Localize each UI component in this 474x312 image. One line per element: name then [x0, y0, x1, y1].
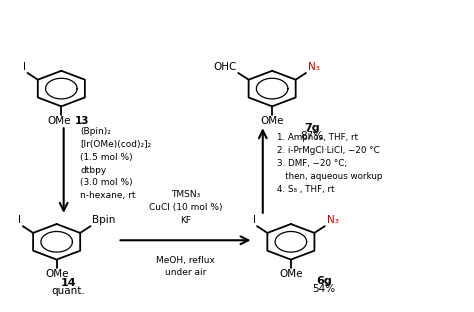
Text: 54%: 54% — [312, 284, 335, 294]
Text: OHC: OHC — [213, 62, 237, 72]
Text: 6g: 6g — [316, 276, 331, 286]
Text: OMe: OMe — [47, 116, 71, 126]
Text: TMSN₃
CuCl (10 mol %)
KF: TMSN₃ CuCl (10 mol %) KF — [149, 190, 222, 225]
Text: N₃: N₃ — [308, 62, 320, 72]
Text: 14: 14 — [61, 278, 76, 288]
Text: I: I — [253, 215, 255, 225]
Text: I: I — [18, 215, 21, 225]
Text: 13: 13 — [75, 116, 90, 126]
Text: 1. Amphos, THF, rt
2. i-PrMgCl·LiCl, −20 °C
3. DMF, −20 °C;
   then, aqueous wor: 1. Amphos, THF, rt 2. i-PrMgCl·LiCl, −20… — [277, 134, 382, 194]
Text: OMe: OMe — [260, 116, 284, 126]
Text: N₃: N₃ — [327, 215, 338, 225]
Text: quant.: quant. — [52, 285, 85, 296]
Text: OMe: OMe — [279, 269, 302, 279]
Text: OMe: OMe — [45, 269, 68, 279]
Text: 7g: 7g — [304, 123, 320, 133]
Text: (Bpin)₂
[Ir(OMe)(cod)₂]₂
(1.5 mol %)
dtbpy
(3.0 mol %)
n-hexane, rt: (Bpin)₂ [Ir(OMe)(cod)₂]₂ (1.5 mol %) dtb… — [80, 127, 151, 200]
Text: MeOH, reflux
under air: MeOH, reflux under air — [156, 256, 215, 277]
Text: 87%: 87% — [301, 131, 324, 141]
Text: I: I — [23, 62, 26, 72]
Text: Bpin: Bpin — [92, 215, 115, 225]
